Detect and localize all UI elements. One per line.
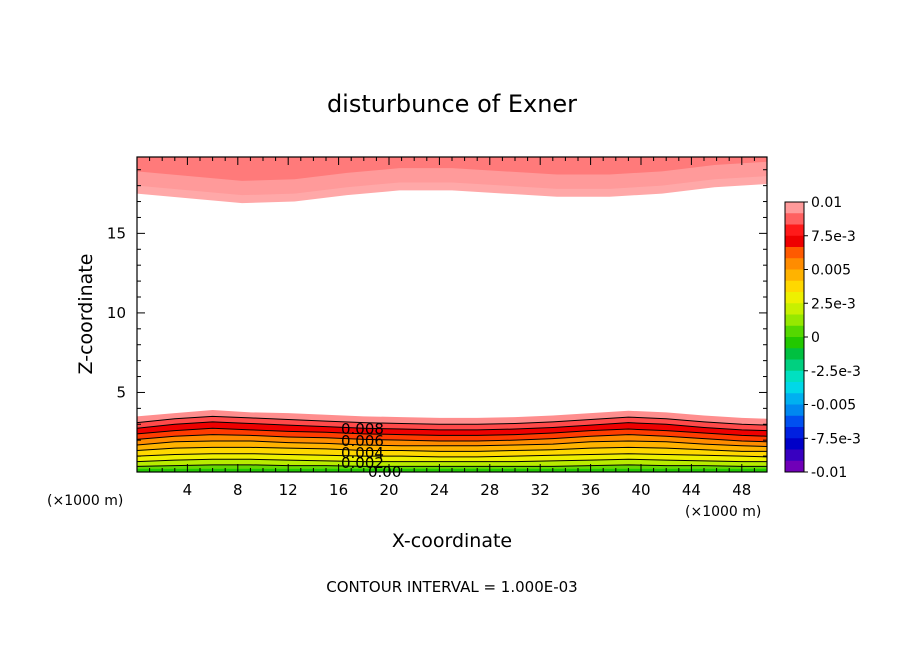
contour-label-0008: 0.008 — [341, 420, 384, 438]
colorbar-swatch — [785, 213, 804, 225]
contour-label-0002: 0.002 — [341, 454, 384, 472]
contour-line-3 — [137, 427, 767, 437]
contour-interval-note: CONTOUR INTERVAL = 1.000E-03 — [326, 578, 577, 596]
contour-label-0004: 0.004 — [341, 444, 384, 462]
colorbar-label: -0.005 — [811, 398, 856, 414]
x-tick-label: 8 — [233, 481, 243, 499]
colorbar-swatch — [785, 269, 804, 282]
plot-area: 0.008 0.006 0.004 0.002 0.00 — [136, 156, 768, 481]
colorbar-label: -0.01 — [811, 465, 847, 481]
colorbar-swatch — [785, 314, 804, 327]
colorbar-swatch — [785, 415, 804, 428]
colorbar-swatch — [785, 393, 804, 405]
colorbar-swatch — [785, 460, 804, 473]
upper-contour-band — [137, 157, 767, 204]
colorbar-swatch — [785, 292, 804, 304]
contour-lines — [137, 415, 767, 467]
colorbar-swatch — [785, 235, 804, 248]
colorbar-swatch — [785, 280, 804, 293]
contour-line-8 — [137, 458, 767, 463]
colorbar-swatch — [785, 438, 804, 450]
contour-line-4 — [137, 434, 767, 443]
colorbar-label: 7.5e-3 — [811, 229, 856, 245]
colorbar-swatch — [785, 224, 804, 237]
x-unit-right: (×1000 m) — [685, 504, 761, 520]
x-tick-label: 16 — [329, 481, 348, 499]
colorbar-labels: 0.01 7.5e-3 0.005 2.5e-3 0 -2.5e-3 -0.005 -7.5e… — [811, 195, 861, 481]
colorbar-label: 2.5e-3 — [811, 296, 856, 312]
x-unit-left: (×1000 m) — [47, 493, 123, 509]
contour-line-1 — [137, 415, 767, 426]
colorbar-swatch — [785, 404, 804, 417]
y-tick-label: 15 — [107, 224, 126, 242]
colorbar-swatch — [785, 348, 804, 360]
colorbar-swatch — [785, 427, 804, 439]
contour-line-2 — [137, 421, 767, 432]
colorbar-swatch — [785, 258, 804, 270]
x-axis-tick-labels: 4 8 12 16 20 24 28 32 36 40 44 48 — [183, 481, 752, 499]
y-axis-label: Z-coordinate — [75, 254, 97, 375]
colorbar-swatch — [785, 449, 804, 462]
colorbar-swatch — [785, 325, 804, 338]
contour-line-6 — [137, 446, 767, 452]
colorbar — [784, 201, 808, 473]
y-axis-ticks — [137, 169, 767, 457]
x-tick-label: 48 — [732, 481, 751, 499]
lower-contour-bands — [137, 409, 767, 472]
x-tick-label: 44 — [682, 481, 701, 499]
x-tick-label: 4 — [183, 481, 193, 499]
contour-line-5 — [137, 440, 767, 448]
colorbar-label: -7.5e-3 — [811, 431, 861, 447]
x-tick-label: 32 — [531, 481, 550, 499]
x-tick-label: 20 — [379, 481, 398, 499]
x-tick-label: 36 — [581, 481, 600, 499]
y-axis-tick-labels: 5 10 15 — [107, 224, 126, 401]
contour-label-0006: 0.006 — [341, 432, 384, 450]
colorbar-swatch — [785, 359, 804, 372]
x-axis-ticks — [149, 157, 755, 472]
colorbar-swatch — [785, 382, 804, 394]
contour-line-9 — [137, 464, 767, 467]
y-tick-label: 10 — [107, 304, 126, 322]
colorbar-label: -2.5e-3 — [811, 364, 861, 380]
x-tick-label: 28 — [480, 481, 499, 499]
colorbar-label: 0.005 — [811, 263, 851, 279]
colorbar-label: 0.01 — [811, 195, 842, 211]
x-tick-label: 24 — [430, 481, 449, 499]
x-axis-label: X-coordinate — [392, 530, 512, 552]
chart-title: disturbunce of Exner — [327, 90, 577, 118]
contour-labels: 0.008 0.006 0.004 0.002 0.00 — [341, 420, 401, 481]
colorbar-swatch — [785, 247, 804, 259]
colorbar-swatch — [785, 202, 804, 214]
y-tick-label: 5 — [116, 383, 126, 401]
x-tick-label: 12 — [279, 481, 298, 499]
contour-line-7 — [137, 453, 767, 458]
colorbar-label: 0 — [811, 330, 820, 346]
colorbar-swatch — [785, 337, 804, 349]
colorbar-swatch — [785, 370, 804, 383]
upper-band-layer-1 — [137, 157, 767, 181]
x-tick-label: 40 — [631, 481, 650, 499]
colorbar-swatch — [785, 303, 804, 315]
